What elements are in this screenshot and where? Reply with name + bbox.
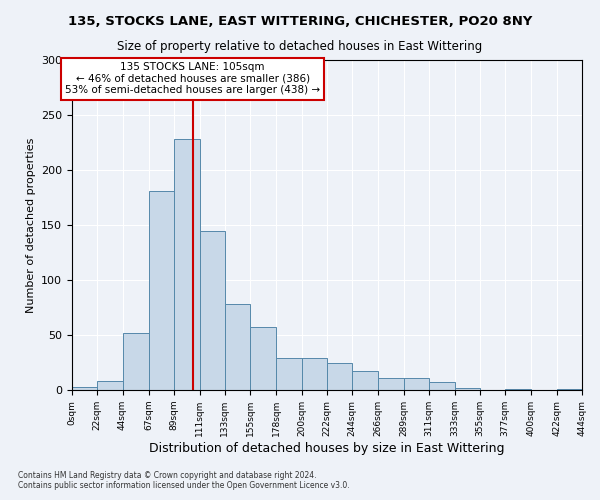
Bar [302, 358, 327, 390]
Text: Contains HM Land Registry data © Crown copyright and database right 2024.
Contai: Contains HM Land Registry data © Crown c… [18, 470, 350, 490]
Text: 135 STOCKS LANE: 105sqm
← 46% of detached houses are smaller (386)
53% of semi-d: 135 STOCKS LANE: 105sqm ← 46% of detache… [65, 62, 320, 96]
Bar [122, 333, 149, 390]
Bar [327, 362, 352, 390]
Bar [250, 328, 277, 390]
Text: 135, STOCKS LANE, EAST WITTERING, CHICHESTER, PO20 8NY: 135, STOCKS LANE, EAST WITTERING, CHICHE… [68, 15, 532, 28]
Bar [404, 378, 429, 390]
Bar [455, 388, 480, 390]
Bar [149, 191, 174, 390]
Bar [505, 389, 532, 390]
Bar [429, 382, 455, 390]
X-axis label: Distribution of detached houses by size in East Wittering: Distribution of detached houses by size … [149, 442, 505, 454]
Bar [352, 372, 377, 390]
Text: Size of property relative to detached houses in East Wittering: Size of property relative to detached ho… [118, 40, 482, 53]
Bar [199, 230, 225, 390]
Bar [225, 304, 250, 390]
Bar [174, 139, 199, 390]
Bar [377, 378, 404, 390]
Bar [97, 381, 122, 390]
Bar [72, 386, 97, 390]
Bar [277, 358, 302, 390]
Y-axis label: Number of detached properties: Number of detached properties [26, 138, 35, 312]
Bar [557, 389, 582, 390]
